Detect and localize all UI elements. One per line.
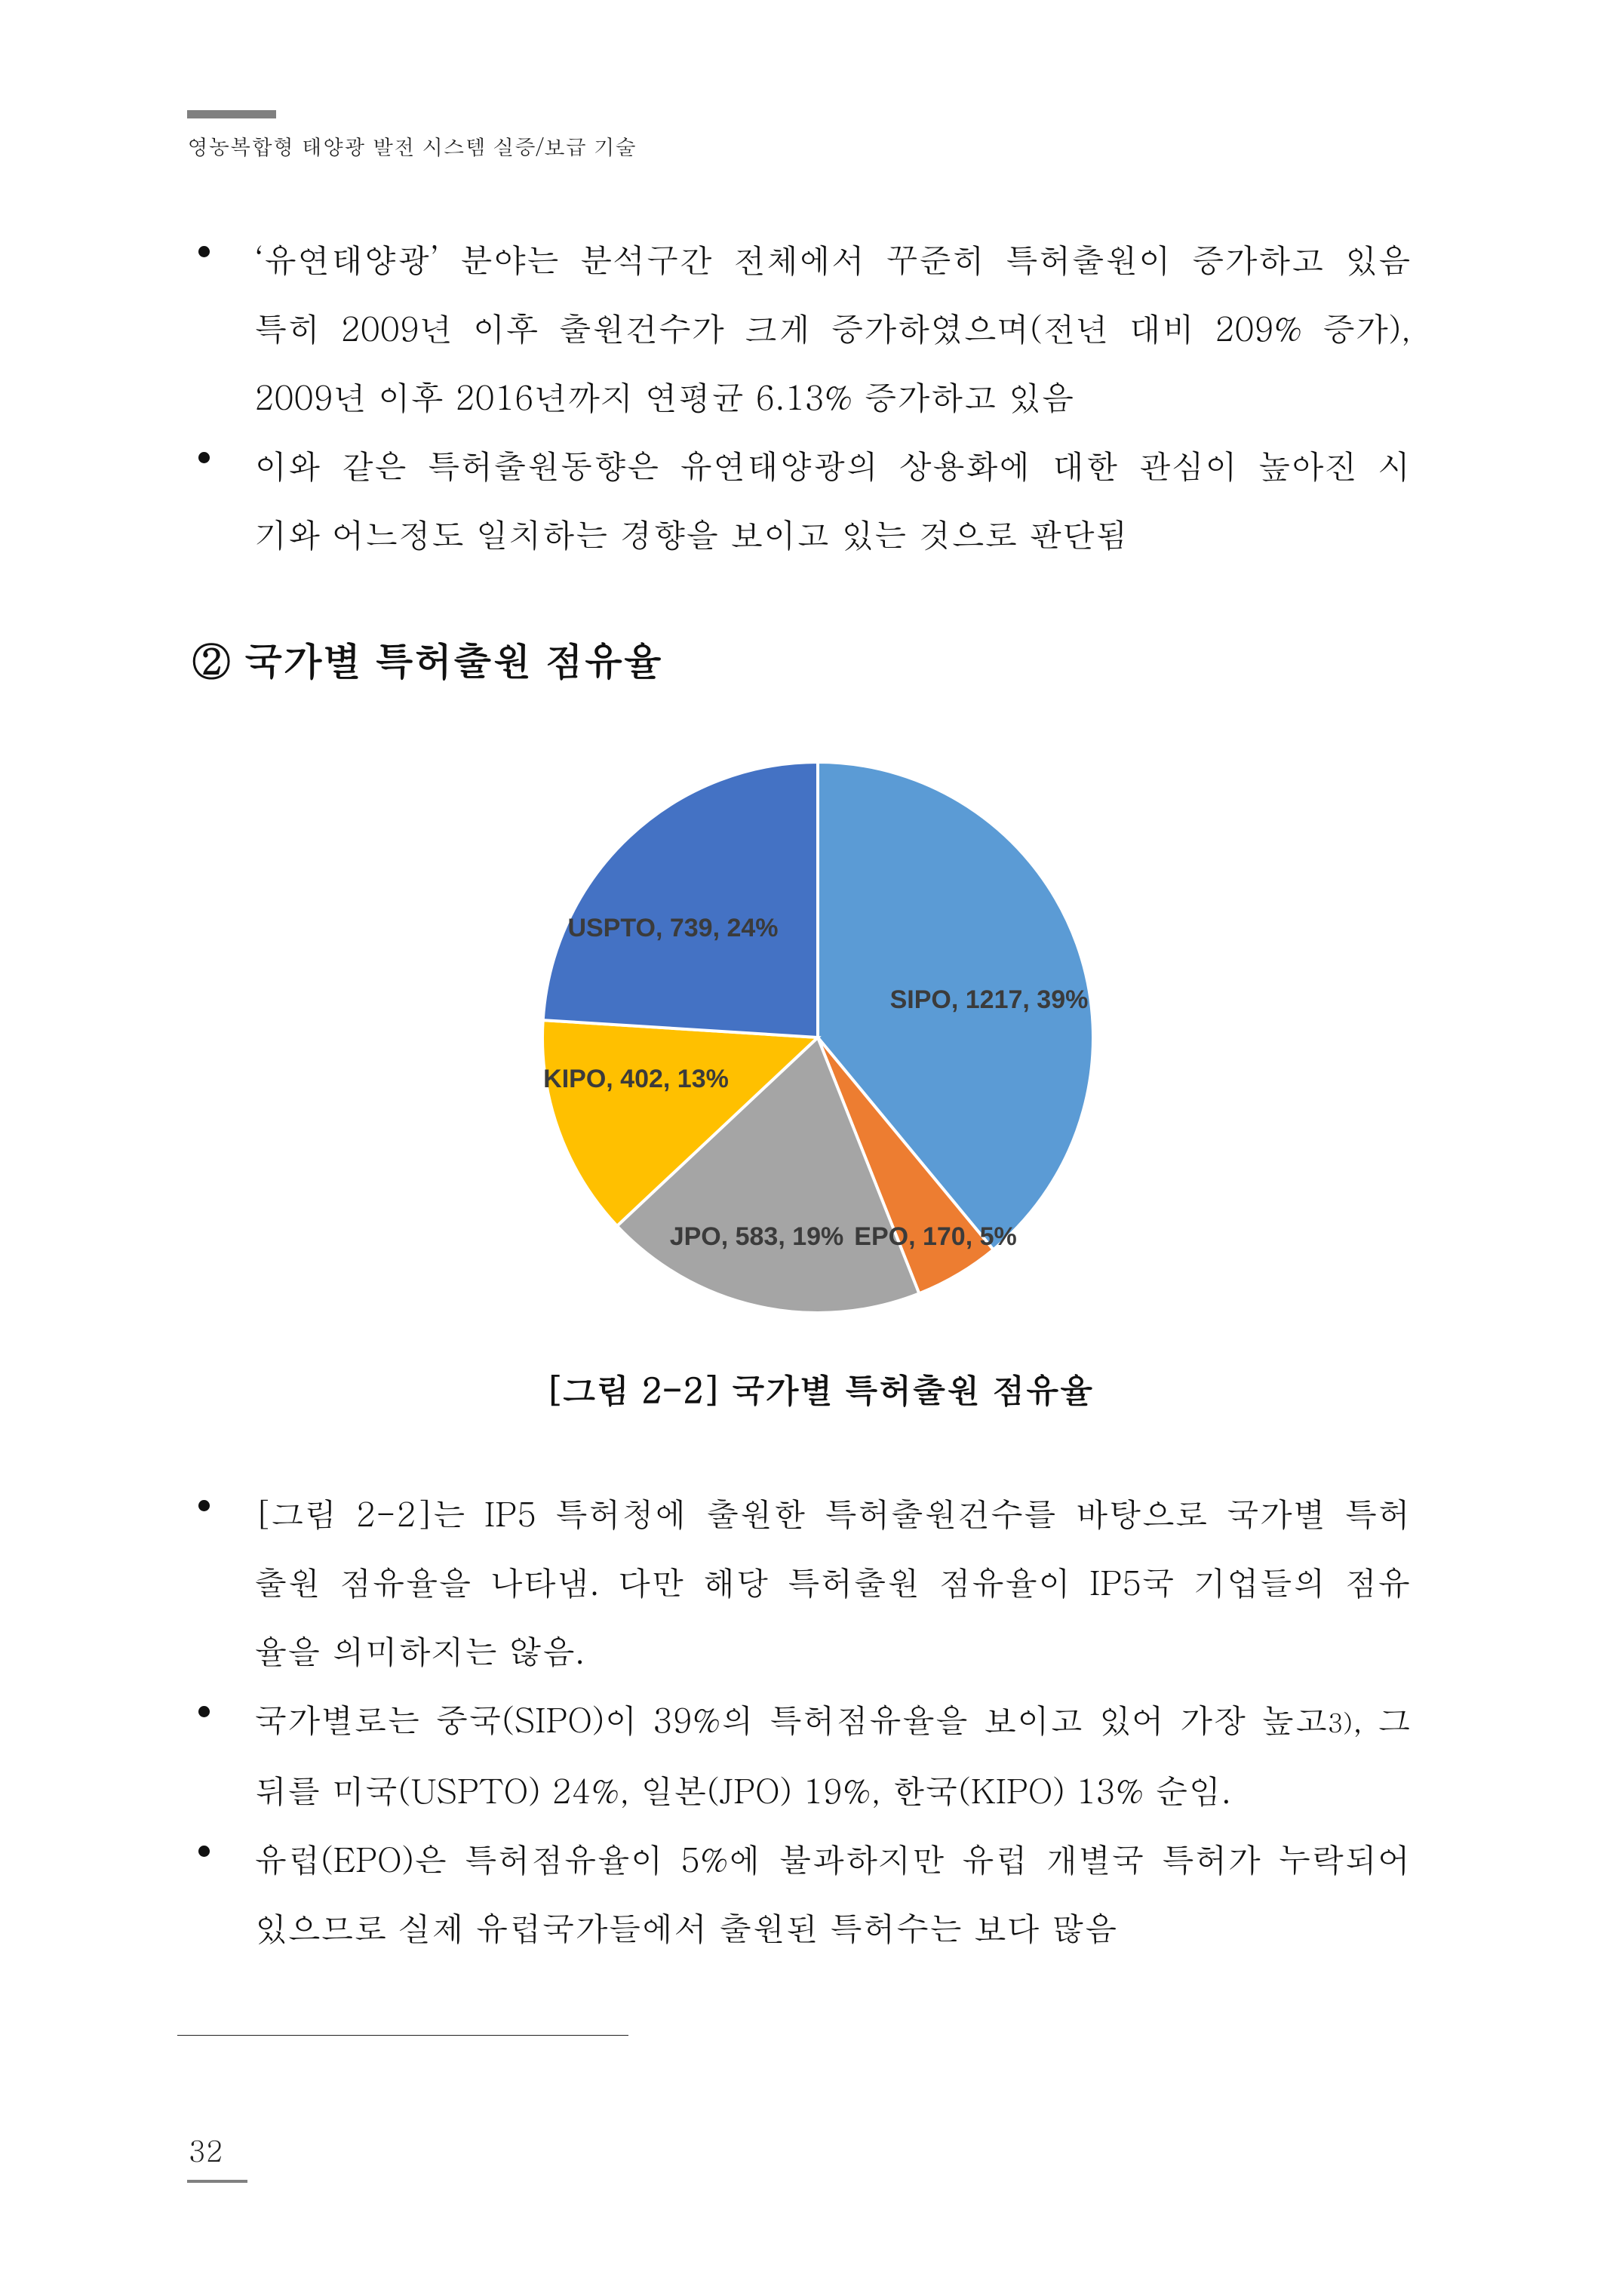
svg-text:JPO, 583, 19%: JPO, 583, 19% — [670, 1222, 844, 1251]
svg-text:EPO, 170, 5%: EPO, 170, 5% — [854, 1222, 1016, 1251]
svg-text:KIPO, 402, 13%: KIPO, 402, 13% — [543, 1065, 729, 1093]
svg-text:SIPO, 1217, 39%: SIPO, 1217, 39% — [890, 985, 1089, 1014]
svg-text:USPTO, 739, 24%: USPTO, 739, 24% — [567, 914, 778, 942]
